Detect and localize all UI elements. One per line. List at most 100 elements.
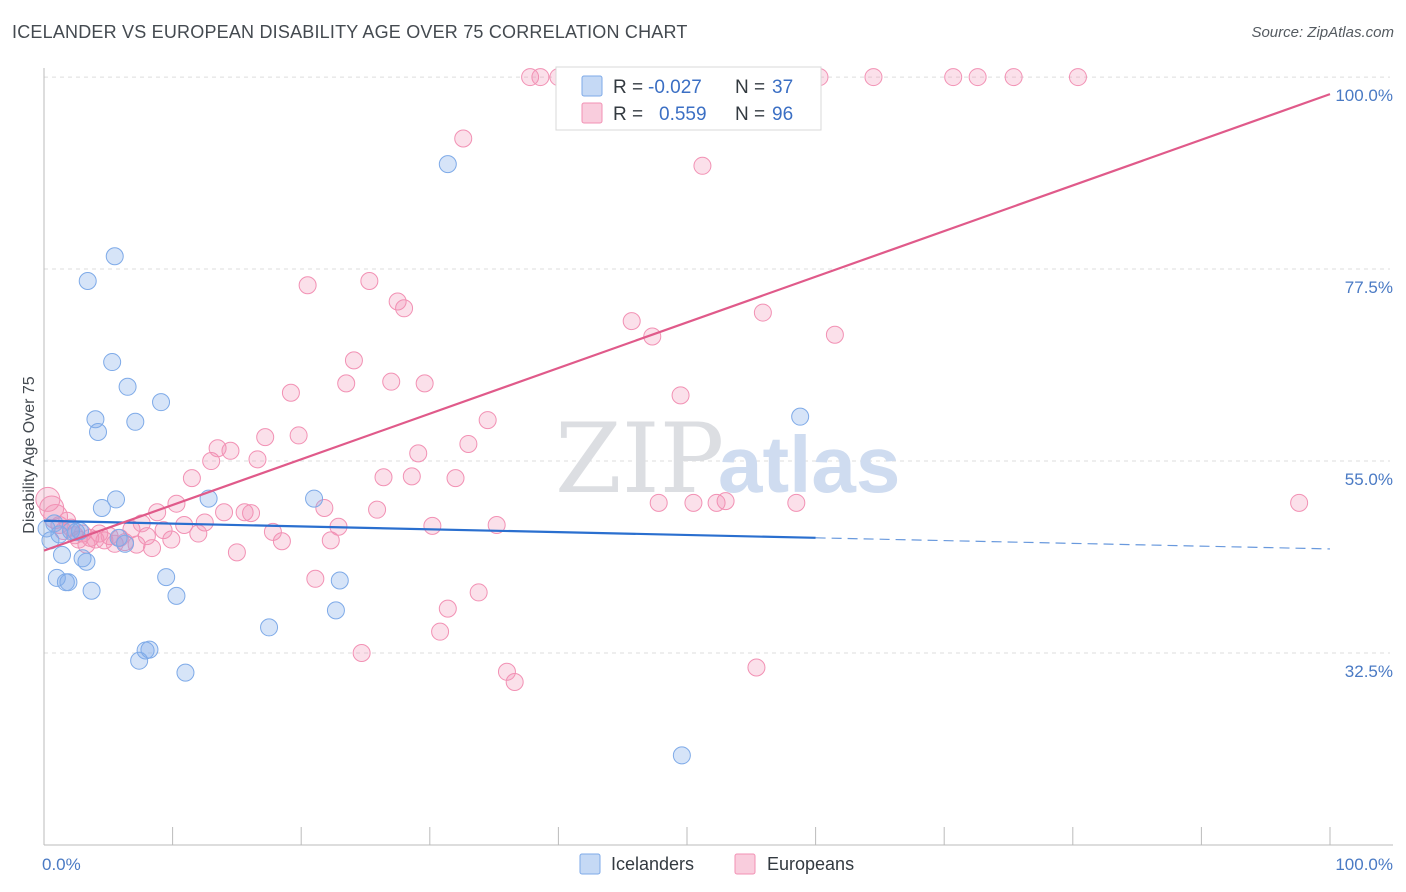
data-point-europeans — [864, 68, 883, 87]
data-point-europeans — [388, 292, 407, 311]
data-point-icelanders — [326, 601, 345, 620]
legend-n-label-icelanders: N = — [735, 77, 765, 98]
data-point-icelanders — [105, 247, 124, 266]
legend-r-label-icelanders: R = — [613, 77, 643, 98]
data-point-europeans — [374, 468, 393, 487]
data-point-europeans — [272, 532, 291, 551]
data-point-icelanders — [152, 393, 171, 412]
watermark-atlas: atlas — [718, 420, 900, 509]
data-point-europeans — [1290, 493, 1309, 512]
y-tick-label: 32.5% — [1345, 662, 1393, 681]
x-tick-label-max: 100.0% — [1335, 855, 1393, 874]
series-legend-swatch-europeans — [734, 853, 756, 875]
data-point-europeans — [825, 325, 844, 344]
y-axis-label: Disability Age Over 75 — [21, 376, 38, 534]
data-point-icelanders — [438, 155, 457, 174]
data-point-europeans — [454, 129, 473, 148]
data-point-icelanders — [62, 522, 81, 540]
data-point-europeans — [431, 622, 450, 641]
data-point-europeans — [154, 521, 173, 540]
data-point-europeans — [459, 434, 478, 453]
data-point-europeans — [415, 374, 434, 393]
data-point-icelanders — [260, 618, 279, 637]
legend-swatch-europeans — [581, 102, 603, 124]
data-point-icelanders — [305, 489, 324, 508]
data-point-europeans — [162, 530, 181, 549]
data-point-europeans — [227, 543, 246, 562]
data-point-europeans — [382, 372, 401, 391]
data-point-icelanders — [53, 545, 72, 564]
data-point-europeans — [289, 426, 308, 445]
data-point-europeans — [221, 441, 240, 460]
data-point-europeans — [402, 467, 421, 486]
data-point-europeans — [368, 500, 387, 519]
data-point-europeans — [1068, 68, 1087, 87]
data-point-icelanders — [330, 571, 349, 590]
series-legend-label-europeans: Europeans — [767, 854, 854, 874]
data-point-icelanders — [89, 423, 108, 442]
data-point-europeans — [716, 492, 735, 511]
data-point-icelanders — [45, 514, 64, 533]
data-point-europeans — [263, 522, 282, 541]
trend-line-europeans — [43, 93, 1331, 552]
data-point-europeans — [352, 644, 371, 663]
data-point-europeans — [649, 493, 668, 512]
legend-swatch-icelanders — [581, 75, 603, 97]
data-point-icelanders — [118, 377, 137, 396]
data-point-icelanders — [176, 663, 195, 682]
data-point-icelanders — [78, 271, 97, 290]
data-point-icelanders — [82, 581, 101, 600]
trend-layer — [43, 93, 1331, 552]
legend-r-value-icelanders: -0.027 — [648, 77, 702, 98]
data-point-europeans — [684, 493, 703, 512]
data-point-europeans — [622, 312, 641, 331]
data-point-europeans — [256, 428, 275, 447]
data-point-europeans — [143, 539, 162, 558]
data-point-europeans — [944, 68, 963, 87]
data-point-europeans — [137, 527, 156, 546]
data-point-europeans — [787, 493, 806, 512]
series-legend: Icelanders Europeans — [579, 853, 854, 875]
x-tick-label-min: 0.0% — [42, 855, 81, 874]
data-point-europeans — [747, 658, 766, 677]
data-point-icelanders — [92, 498, 111, 517]
data-point-europeans — [306, 569, 325, 588]
data-point-icelanders — [47, 568, 66, 587]
data-point-icelanders — [791, 407, 810, 426]
data-point-icelanders — [126, 412, 145, 431]
data-point-europeans — [235, 503, 254, 522]
stats-legend-frame — [555, 66, 822, 131]
y-tick-label: 55.0% — [1345, 470, 1393, 489]
trend-line-icelanders — [43, 519, 816, 539]
data-point-europeans — [423, 516, 442, 535]
data-point-europeans — [315, 498, 334, 517]
data-point-europeans — [1004, 68, 1023, 87]
y-tick-label: 100.0% — [1335, 86, 1393, 105]
data-point-icelanders — [157, 568, 176, 587]
data-point-europeans — [395, 299, 414, 318]
data-point-icelanders — [103, 353, 122, 372]
data-point-icelanders — [77, 552, 96, 571]
data-point-europeans — [505, 673, 524, 692]
legend-n-value-icelanders: 37 — [772, 77, 793, 98]
data-point-europeans — [707, 493, 726, 512]
data-point-europeans — [298, 276, 317, 295]
data-point-europeans — [487, 516, 506, 535]
data-point-europeans — [242, 504, 261, 523]
data-point-europeans — [693, 156, 712, 175]
data-point-icelanders — [59, 573, 78, 592]
data-point-europeans — [968, 68, 987, 87]
data-point-icelanders — [107, 490, 126, 509]
legend-r-value-europeans: 0.559 — [659, 104, 707, 125]
chart-title: ICELANDER VS EUROPEAN DISABILITY AGE OVE… — [12, 22, 688, 42]
watermark-zip: ZIP — [555, 403, 724, 515]
data-point-icelanders — [167, 586, 186, 605]
data-point-europeans — [671, 386, 690, 405]
data-point-europeans — [215, 503, 234, 522]
data-point-europeans — [195, 513, 214, 532]
data-point-icelanders — [116, 534, 135, 553]
data-point-europeans — [321, 531, 340, 550]
data-point-europeans — [344, 351, 363, 370]
data-point-europeans — [478, 411, 497, 430]
